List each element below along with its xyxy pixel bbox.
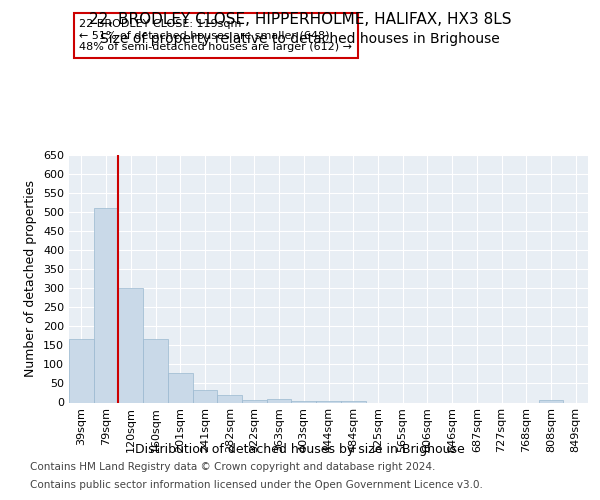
Bar [193,390,217,402]
Bar [94,208,118,402]
Bar [69,338,94,402]
Bar [168,373,193,402]
Bar [217,396,242,402]
Text: 22, BRODLEY CLOSE, HIPPERHOLME, HALIFAX, HX3 8LS: 22, BRODLEY CLOSE, HIPPERHOLME, HALIFAX,… [89,12,511,28]
Text: Distribution of detached houses by size in Brighouse: Distribution of detached houses by size … [135,442,465,456]
Bar [539,400,563,402]
Bar [143,338,168,402]
Text: Contains HM Land Registry data © Crown copyright and database right 2024.: Contains HM Land Registry data © Crown c… [30,462,436,472]
Bar [118,288,143,403]
Text: Size of property relative to detached houses in Brighouse: Size of property relative to detached ho… [100,32,500,46]
Text: Contains public sector information licensed under the Open Government Licence v3: Contains public sector information licen… [30,480,483,490]
Bar [242,400,267,402]
Y-axis label: Number of detached properties: Number of detached properties [25,180,37,377]
Bar [267,399,292,402]
Text: 22 BRODLEY CLOSE: 119sqm
← 51% of detached houses are smaller (648)
48% of semi-: 22 BRODLEY CLOSE: 119sqm ← 51% of detach… [79,19,352,52]
